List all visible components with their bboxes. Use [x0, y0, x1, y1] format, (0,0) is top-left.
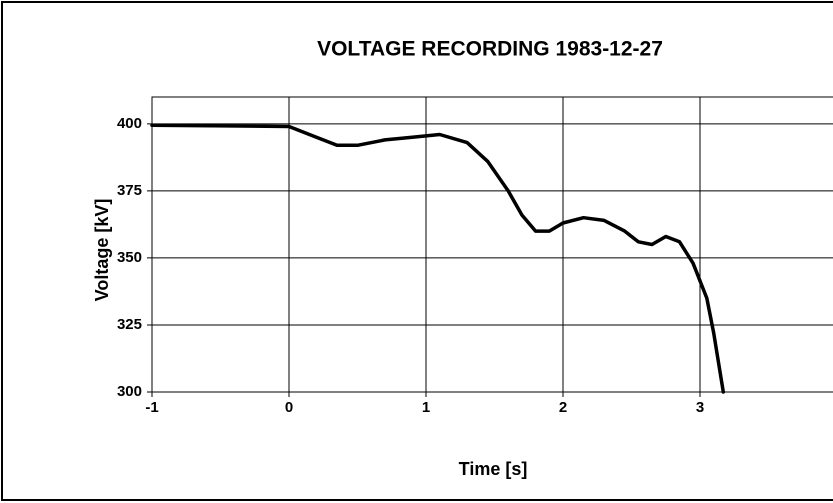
x-tick-label: 1: [422, 399, 430, 416]
x-tick-label: 2: [559, 399, 567, 416]
y-tick-label: 375: [117, 182, 142, 199]
y-axis-label: Voltage [kV]: [92, 199, 112, 302]
x-tick-label: 0: [285, 399, 293, 416]
y-tick-label: 400: [117, 115, 142, 132]
x-tick-label: -1: [145, 399, 158, 416]
data-line: [150, 123, 726, 394]
plot-area: [151, 96, 833, 393]
y-tick-label: 350: [117, 249, 142, 266]
y-tick-label: 325: [117, 316, 142, 333]
chart-title: VOLTAGE RECORDING 1983-12-27: [317, 38, 663, 61]
x-axis-label: Time [s]: [459, 459, 528, 479]
x-tick-label: 3: [696, 399, 704, 416]
y-tick-label: 300: [117, 383, 142, 400]
